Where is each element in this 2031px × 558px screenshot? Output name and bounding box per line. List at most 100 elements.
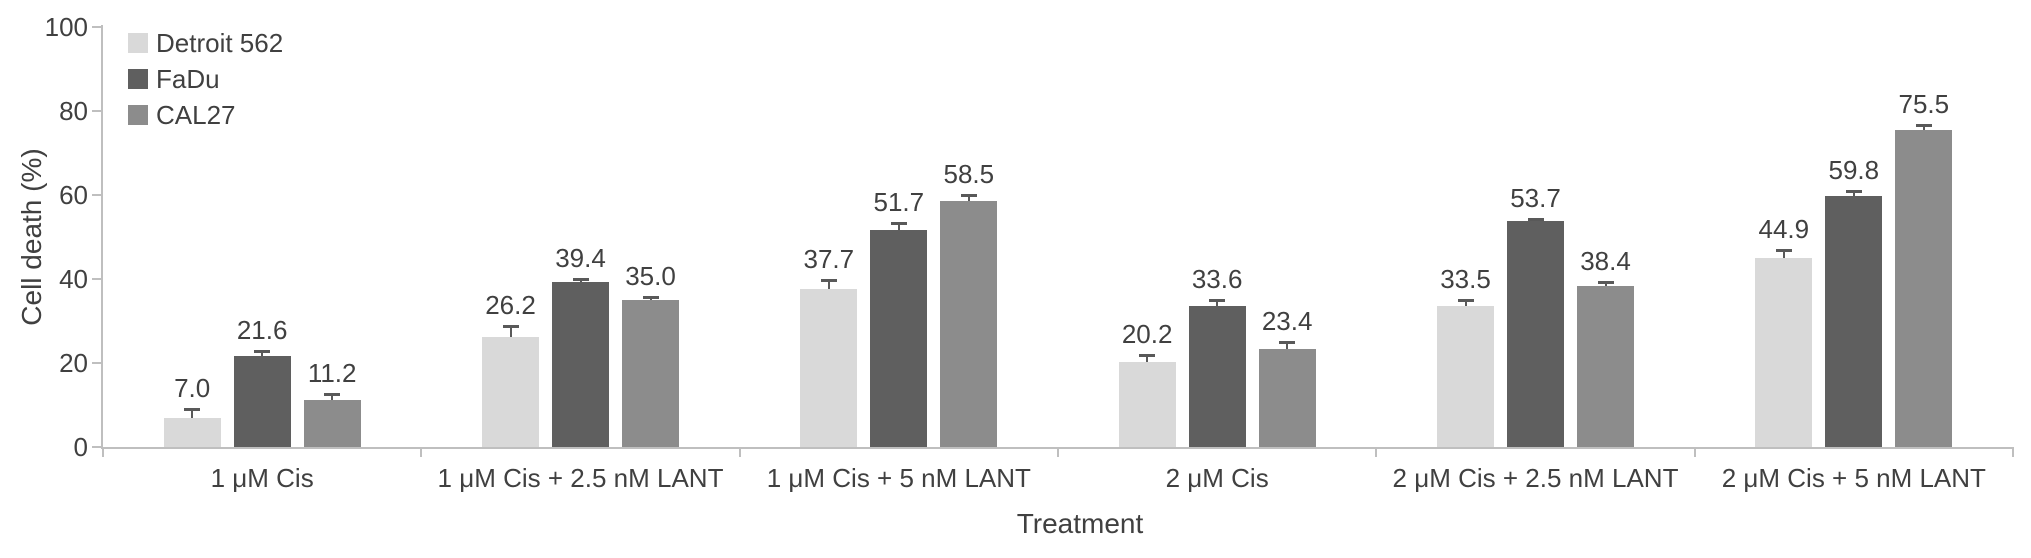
- legend-item: FaDu: [128, 63, 283, 94]
- error-bar-line: [1286, 342, 1289, 349]
- y-tick-label: 40: [59, 264, 88, 294]
- legend-swatch: [128, 105, 148, 125]
- error-bar-cap: [960, 193, 977, 197]
- bar: [482, 336, 539, 447]
- bar: [1188, 305, 1246, 447]
- error-bar-cap: [1139, 354, 1156, 358]
- error-bar-line: [191, 409, 194, 418]
- category-label: 2 μM Cis: [1165, 463, 1269, 493]
- y-tick-label: 0: [73, 432, 88, 462]
- error-bar-line: [827, 280, 830, 289]
- error-bar-line: [1852, 190, 1855, 196]
- legend-swatch: [128, 69, 148, 89]
- error-bar-cap: [1845, 189, 1862, 193]
- value-label: 26.2: [485, 290, 536, 321]
- value-label: 33.6: [1191, 264, 1243, 294]
- error-bar-line: [1604, 281, 1607, 286]
- bar: [552, 281, 609, 447]
- y-tick: [92, 110, 101, 112]
- value-label: 20.2: [1121, 319, 1173, 350]
- error-bar-line: [1922, 124, 1925, 130]
- bar: [1825, 195, 1883, 447]
- y-axis-title: Cell death (%): [16, 148, 47, 326]
- value-label: 11.2: [307, 358, 357, 389]
- y-axis-line: [101, 25, 103, 447]
- category-label: 2 μM Cis + 2.5 nM LANT: [1392, 463, 1679, 493]
- error-bar-line: [897, 223, 900, 230]
- bar: [622, 300, 679, 447]
- value-label: 38.4: [1580, 245, 1631, 276]
- value-label: 23.4: [1261, 306, 1313, 336]
- x-tick: [1375, 447, 1378, 457]
- value-label: 21.6: [236, 314, 288, 345]
- value-label: 37.7: [803, 244, 855, 275]
- legend-label: FaDu: [156, 63, 220, 94]
- value-label: 7.0: [174, 373, 211, 404]
- error-bar-line: [261, 350, 264, 357]
- error-bar-cap: [642, 295, 659, 299]
- value-label: 33.5: [1440, 263, 1491, 294]
- error-bar-cap: [1457, 298, 1474, 302]
- x-tick: [1693, 447, 1696, 457]
- legend-label: CAL27: [156, 99, 236, 130]
- legend-item: CAL27: [128, 99, 283, 130]
- value-label: 58.5: [943, 158, 995, 189]
- value-label: 44.9: [1758, 213, 1810, 244]
- error-bar-line: [331, 394, 334, 400]
- error-bar-line: [1464, 299, 1467, 307]
- legend: Detroit 562 FaDu CAL27: [128, 27, 284, 138]
- error-bar-cap: [890, 222, 907, 226]
- category-label: 2 μM Cis + 5 nM LANT: [1721, 463, 1986, 493]
- value-label: 75.5: [1898, 88, 1950, 119]
- bar: [303, 399, 361, 447]
- bar: [800, 288, 858, 447]
- y-tick: [92, 362, 101, 364]
- y-tick: [92, 26, 101, 28]
- category-label: 1 μM Cis: [210, 463, 314, 493]
- error-bar-cap: [1209, 299, 1226, 302]
- bar: [233, 356, 291, 447]
- bar: [940, 201, 998, 447]
- error-bar-cap: [324, 393, 341, 397]
- y-tick-label: 80: [59, 96, 88, 126]
- error-bar-cap: [1775, 248, 1792, 252]
- x-axis-title: Treatment: [1016, 508, 1144, 539]
- legend-label: Detroit 562: [156, 27, 284, 58]
- error-bar-line: [1146, 355, 1149, 363]
- bar: [1895, 129, 1953, 447]
- error-bar-cap: [502, 325, 519, 329]
- error-bar-line: [967, 194, 970, 202]
- category-label: 1 μM Cis + 2.5 nM LANT: [437, 463, 724, 493]
- error-bar-cap: [184, 408, 201, 412]
- value-label: 39.4: [555, 243, 606, 273]
- bar: [1577, 285, 1634, 447]
- category-label: 1 μM Cis + 5 nM LANT: [766, 463, 1031, 493]
- error-bar-line: [1782, 249, 1785, 259]
- value-label: 53.7: [1510, 183, 1561, 214]
- error-bar-cap: [1279, 341, 1296, 344]
- y-tick-label: 60: [59, 180, 88, 210]
- value-label: 51.7: [873, 187, 925, 218]
- error-bar-line: [509, 326, 512, 337]
- bar: [1437, 306, 1494, 447]
- error-bar-cap: [1527, 218, 1544, 222]
- bar: [1118, 362, 1176, 447]
- x-tick: [102, 447, 104, 457]
- bar: [1755, 258, 1813, 447]
- error-bar-cap: [254, 349, 271, 353]
- bar: [1507, 221, 1564, 447]
- y-tick-label: 100: [44, 12, 88, 42]
- value-label: 59.8: [1828, 154, 1880, 185]
- value-label: 35.0: [625, 260, 676, 291]
- x-tick: [2012, 447, 2014, 457]
- legend-swatch: [128, 33, 148, 53]
- bar: [1258, 348, 1316, 447]
- y-tick-label: 20: [59, 348, 88, 378]
- bar: [870, 229, 928, 447]
- y-tick: [92, 446, 101, 448]
- x-tick: [420, 447, 423, 457]
- bar: [163, 417, 221, 447]
- error-bar-cap: [1597, 280, 1614, 284]
- x-tick: [738, 447, 741, 457]
